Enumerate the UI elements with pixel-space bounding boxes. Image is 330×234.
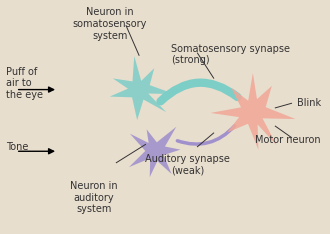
Text: Motor neuron: Motor neuron bbox=[255, 135, 321, 145]
Text: Somatosensory synapse
(strong): Somatosensory synapse (strong) bbox=[172, 44, 290, 66]
Text: Tone: Tone bbox=[6, 142, 28, 152]
Text: Neuron in
auditory
system: Neuron in auditory system bbox=[70, 181, 117, 214]
Text: Blink: Blink bbox=[297, 98, 321, 108]
Polygon shape bbox=[110, 56, 175, 120]
Text: Neuron in
somatosensory
system: Neuron in somatosensory system bbox=[73, 7, 147, 40]
Text: Auditory synapse
(weak): Auditory synapse (weak) bbox=[145, 154, 230, 175]
Polygon shape bbox=[129, 127, 181, 177]
Text: Puff of
air to
the eye: Puff of air to the eye bbox=[6, 67, 43, 100]
Polygon shape bbox=[211, 73, 296, 150]
